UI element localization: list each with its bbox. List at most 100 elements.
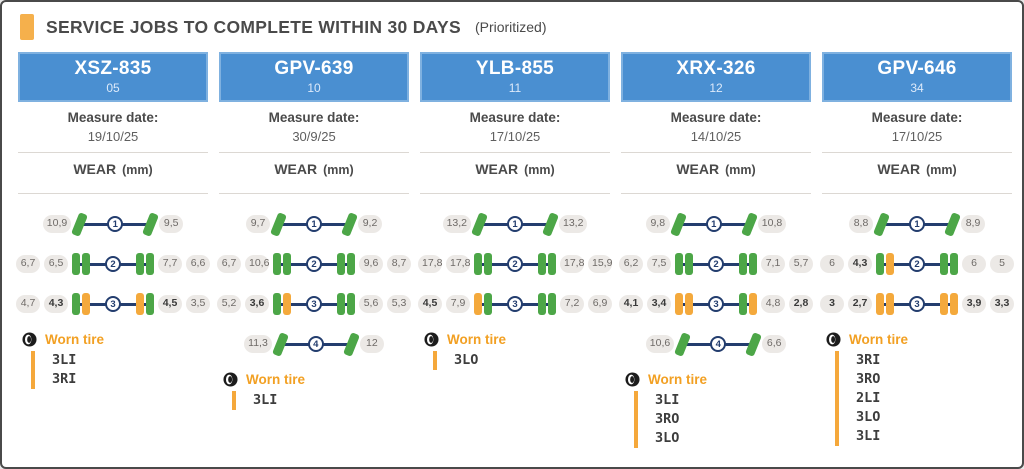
tire-3RO (347, 293, 355, 315)
worn-tire-list: 3LO (433, 351, 610, 370)
vehicle-card: GPV-639 10 Measure date: 30/9/25 WEAR (mm) 9,7… (217, 52, 411, 448)
tire-icon (424, 332, 439, 347)
axle-number-badge: 3 (306, 296, 322, 312)
divider (219, 152, 409, 153)
divider (822, 193, 1012, 194)
axle-row-3: 4,1 3,4 3 4,8 2,8 (619, 284, 813, 324)
worn-tire-label: Worn tire (849, 332, 909, 347)
tires-left (273, 253, 291, 275)
tire-3RO (548, 293, 556, 315)
worn-tire-item: 3LO (655, 430, 680, 446)
vehicle-header[interactable]: XSZ-835 05 (18, 52, 208, 102)
measure-date-label: Measure date: (268, 110, 360, 125)
tires-left (471, 211, 488, 237)
tires-left (876, 293, 894, 315)
wear-unit: (mm) (122, 163, 153, 177)
divider (822, 152, 1012, 153)
tires-right (940, 293, 958, 315)
tires-left (674, 331, 692, 357)
axle-diagram: 9,8 1 10,8 6,2 7,5 2 7,1 5,7 4,1 3,4 3 4,8 2,8 10,6 4 6… (619, 194, 813, 364)
axle-mid: 3 (90, 296, 136, 312)
tire-3LI (685, 293, 693, 315)
tire-3LI (283, 293, 291, 315)
axle-assembly: 3 (876, 293, 958, 315)
tire-icon (625, 372, 640, 387)
axle-row-3: 3 2,7 3 3,9 3,3 (820, 284, 1014, 324)
wear-unit: (mm) (725, 163, 756, 177)
tires-right (745, 331, 763, 357)
tires-right (142, 211, 160, 237)
tires-left (72, 293, 90, 315)
wear-label-text: WEAR (877, 161, 921, 177)
wear-value-2LO: 6,7 (217, 255, 241, 273)
tires-right (342, 331, 360, 357)
tires-right (944, 211, 961, 237)
worn-tire-list: 3LI (232, 391, 409, 410)
axle-assembly: 1 (471, 211, 559, 237)
tires-right (538, 253, 556, 275)
axle-number-badge: 1 (306, 216, 322, 232)
axle-assembly: 2 (474, 253, 556, 275)
measure-date-label: Measure date: (871, 110, 963, 125)
vehicle-name: YLB-855 (475, 58, 555, 79)
wear-value-2LI: 10,6 (245, 255, 269, 273)
wear-label: WEAR (mm) (621, 153, 811, 185)
divider (621, 193, 811, 194)
wear-value-2LI: 17,8 (446, 255, 470, 273)
wear-label-text: WEAR (73, 161, 117, 177)
wear-value-1R: 9,5 (159, 215, 184, 233)
measure-date-value: 30/9/25 (292, 129, 336, 144)
vehicle-header[interactable]: GPV-646 34 (822, 52, 1012, 102)
vehicle-card: GPV-646 34 Measure date: 17/10/25 WEAR (mm) 8,… (820, 52, 1014, 448)
worn-tire-list: 3LI 3RI (31, 351, 208, 389)
tire-3RI (136, 293, 144, 315)
worn-tire-header: Worn tire (826, 332, 1012, 347)
wear-value-3LI: 7,9 (446, 295, 470, 313)
tire-icon (826, 332, 841, 347)
tire-3LI (82, 293, 90, 315)
axle-row-2: 6,7 6,5 2 7,7 6,6 (16, 244, 210, 284)
tire-3RI (337, 293, 345, 315)
tire-2RI (136, 253, 144, 275)
wear-label: WEAR (mm) (822, 153, 1012, 185)
axle-row-4: 11,3 4 12 (219, 324, 409, 364)
wear-value-3LI: 3,6 (245, 295, 269, 313)
wear-value-3RO: 3,5 (186, 295, 210, 313)
vehicle-header[interactable]: YLB-855 11 (420, 52, 610, 102)
worn-tire-section: Worn tire 3LI 3RI (18, 332, 208, 389)
tires-right (337, 293, 355, 315)
worn-tire-item: 3RI (52, 371, 77, 387)
wear-value-2LI: 4,3 (848, 255, 872, 273)
wear-value-2RI: 17,8 (560, 255, 584, 273)
axle-row-1: 9,8 1 10,8 (621, 204, 811, 244)
tires-left (71, 211, 89, 237)
axle-mid: 3 (894, 296, 940, 312)
worn-tire-section: Worn tire 3LO (420, 332, 610, 370)
wear-value-4R: 6,6 (762, 335, 787, 353)
axle-mid: 1 (84, 216, 146, 232)
axle-row-1: 8,8 1 8,9 (822, 204, 1012, 244)
wear-value-1L: 9,7 (246, 215, 270, 233)
vehicle-header[interactable]: XRX-326 12 (621, 52, 811, 102)
tire-2LI (886, 253, 894, 275)
wear-value-3LI: 2,7 (848, 295, 872, 313)
axle-diagram: 10,9 1 9,5 6,7 6,5 2 7,7 6,6 4,7 4,3 3 4,5 3,5 (16, 194, 210, 324)
vehicle-header[interactable]: GPV-639 10 (219, 52, 409, 102)
wear-value-2RO: 8,7 (387, 255, 411, 273)
tires-left (669, 211, 687, 237)
axle-assembly: 3 (273, 293, 355, 315)
wear-label-text: WEAR (475, 161, 519, 177)
tires-left (873, 211, 890, 237)
wear-value-3LO: 4,5 (418, 295, 442, 313)
axle-assembly: 4 (271, 331, 360, 357)
axle-number-badge: 3 (105, 296, 121, 312)
wear-unit: (mm) (926, 163, 957, 177)
worn-tire-item: 3RI (856, 352, 881, 368)
tires-left (271, 331, 289, 357)
axle-row-2: 6 4,3 2 6 5 (820, 244, 1014, 284)
wear-label: WEAR (mm) (219, 153, 409, 185)
axle-number-badge: 2 (909, 256, 925, 272)
tires-right (542, 211, 559, 237)
cards-row: XSZ-835 05 Measure date: 19/10/25 WEAR (mm) 10… (2, 46, 1022, 448)
axle-number-badge: 1 (107, 216, 124, 232)
